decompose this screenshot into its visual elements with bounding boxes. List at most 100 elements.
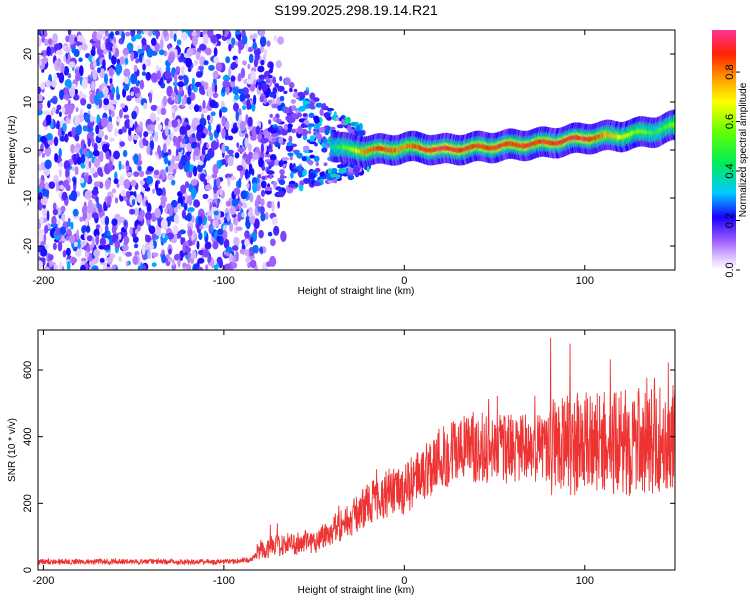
spectrogram-transition-cell	[293, 88, 298, 93]
spectrogram-noise-cell	[233, 94, 240, 101]
spectrogram-noise-cell	[244, 93, 251, 99]
spectrogram-noise-cell	[217, 228, 224, 236]
spectrogram-noise-cell	[252, 33, 258, 40]
spectrogram-noise-cell	[191, 250, 197, 260]
spectrogram-noise-cell	[131, 199, 136, 206]
spectrogram-noise-cell	[211, 81, 215, 93]
spectrogram-noise-cell	[148, 225, 156, 235]
spectrogram-noise-cell	[133, 134, 139, 141]
spectrogram-noise-cell	[166, 44, 171, 49]
spectrogram-noise-cell	[225, 200, 231, 207]
spectrogram-transition-cell	[287, 123, 293, 129]
spectrogram-noise-cell	[73, 94, 80, 101]
spectrogram-noise-cell	[97, 67, 101, 74]
spectrogram-noise-cell	[145, 211, 152, 221]
spectrogram-noise-cell	[73, 178, 77, 186]
spectrogram-noise-cell	[109, 137, 115, 142]
spectrogram-noise-cell	[240, 190, 248, 200]
spectrogram-noise-cell	[74, 134, 80, 142]
spectrogram-noise-cell	[99, 151, 104, 163]
spectrogram-noise-cell	[220, 106, 228, 113]
spectrogram-noise-cell	[109, 31, 114, 40]
spectrogram-noise-cell	[196, 124, 204, 133]
spectrogram-noise-cell	[247, 116, 253, 128]
spectrogram-noise-cell	[38, 86, 41, 94]
snr-y-tick-label: 0	[22, 567, 34, 573]
spectrogram-transition-cell	[309, 135, 315, 142]
spectrogram-transition-cell	[263, 90, 270, 99]
spectrogram-noise-cell	[56, 61, 63, 69]
spectrogram-noise-cell	[230, 75, 236, 82]
snr-panel: -200 -100 0 100 0 200 400 600 Height of straig…	[7, 329, 676, 596]
spectrogram-noise-cell	[148, 244, 154, 250]
spectrogram-transition-cell	[269, 113, 273, 118]
spectrogram-transition-cell	[307, 160, 314, 165]
spectrogram-noise-cell	[119, 56, 125, 65]
spectrogram-noise-cell	[258, 229, 264, 239]
spectrogram-noise-cell	[185, 246, 191, 253]
spectrogram-noise-cell	[145, 200, 149, 207]
spectrogram-noise-cell	[58, 72, 65, 84]
spectrogram-noise-cell	[124, 76, 129, 85]
spectrogram-noise-cell	[59, 168, 62, 178]
spectrogram-noise-cell	[250, 70, 256, 81]
spectrogram-noise-cell	[81, 148, 88, 156]
spectrogram-noise-cell	[114, 197, 119, 204]
spectrogram-transition-cell	[304, 178, 311, 184]
spectrogram-noise-cell	[249, 34, 254, 40]
spectrogram-noise-cell	[257, 206, 261, 213]
spectrogram-noise-cell	[170, 131, 174, 139]
spectrogram-noise-cell	[75, 124, 82, 136]
spectrogram-noise-cell	[111, 218, 118, 226]
spectrogram-noise-cell	[92, 149, 100, 157]
spectrogram-transition-cell	[267, 126, 276, 133]
spectrogram-noise-cell	[64, 46, 72, 53]
spectrogram-noise-cell	[226, 214, 231, 222]
spectrogram-transition-cell	[268, 173, 273, 180]
spectrogram-transition-cell	[260, 180, 267, 189]
spectrogram-transition-cell	[324, 125, 331, 130]
spectrogram-noise-cell	[104, 87, 108, 95]
spectrogram-noise-cell	[181, 99, 185, 106]
spectrogram-noise-cell	[160, 33, 164, 40]
spectrogram-noise-cell	[195, 71, 203, 78]
spectrogram-noise-cell	[80, 98, 87, 106]
spectrogram-noise-cell	[141, 264, 147, 270]
spectrogram-noise-cell	[86, 245, 91, 253]
spectrogram-noise-cell	[203, 230, 207, 238]
spectrogram-noise-cell	[122, 47, 129, 56]
spectrogram-noise-cell	[208, 131, 213, 137]
spectrogram-noise-cell	[239, 120, 246, 132]
spectrogram-noise-cell	[47, 100, 51, 108]
spectrogram-noise-cell	[217, 40, 221, 47]
spectrogram-noise-cell	[50, 98, 57, 104]
spectrogram-noise-cell	[150, 72, 158, 83]
spectrogram-transition-cell	[267, 148, 273, 153]
spectrogram-noise-cell	[209, 99, 217, 108]
spectrogram-transition-cell	[272, 116, 277, 122]
spectrogram-noise-cell	[116, 117, 121, 123]
spectrogram-transition-cell	[271, 137, 278, 143]
spectrogram-noise-cell	[58, 111, 62, 117]
spectrogram-transition-cell	[283, 107, 291, 114]
spectrogram-noise-cell	[233, 217, 237, 226]
spectrogram-noise-cell	[60, 205, 66, 213]
spectrogram-noise-cell	[212, 163, 219, 176]
colorbar: 0.0 0.2 0.4 0.6 0.8 Normalized spectral ampl…	[712, 30, 749, 278]
colorbar-tick-label: 0.4	[724, 163, 736, 178]
spectrogram-noise-cell	[118, 160, 122, 171]
chart-title: S199.2025.298.19.14.R21	[274, 2, 438, 18]
spectrogram-noise-cell	[167, 160, 171, 166]
spectrogram-noise-cell	[63, 54, 66, 63]
spectrogram-noise-cell	[52, 208, 58, 216]
spectrogram-noise-cell	[44, 38, 49, 47]
spectrogram-noise-cell	[68, 61, 76, 68]
spectrogram-noise-cell	[114, 30, 120, 36]
spectrogram-noise-cell	[180, 52, 184, 60]
spectrogram-noise-cell	[70, 257, 77, 264]
spectrogram-noise-cell	[201, 108, 209, 114]
spectrogram-x-label: Height of straight line (km)	[298, 286, 415, 297]
spectrogram-transition-cell	[341, 118, 345, 126]
spectrogram-noise-cell	[81, 78, 88, 90]
